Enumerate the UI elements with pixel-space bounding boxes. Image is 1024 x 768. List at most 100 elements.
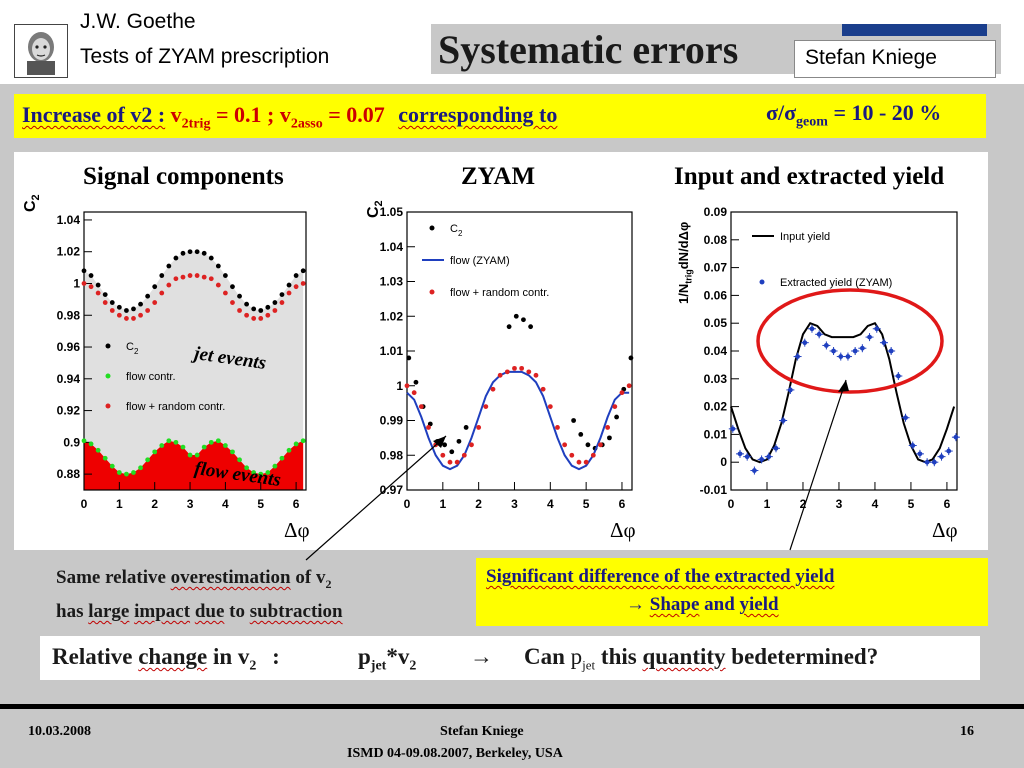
yield-arrow [789,379,847,551]
data-point [215,282,221,288]
data-point [585,442,591,448]
data-point [194,452,200,458]
data-point [931,459,937,465]
data-point [258,316,264,321]
slide-title: Systematic errors [438,27,739,72]
data-point [802,340,808,346]
x-tick-label: 0 [404,497,411,511]
author-box: Stefan Kniege [794,40,996,78]
y-tick-label: 0.96 [57,340,81,354]
signal-ylabel: C2 [22,194,43,212]
data-point [512,365,517,371]
yield-difference-note: Significant difference of the extracted … [476,558,988,626]
data-point [180,274,186,280]
data-point [463,425,469,430]
legend-marker [759,279,765,285]
legend-marker [429,289,435,295]
y-tick-label: 0.03 [704,372,728,386]
overestimation-arrowhead [433,436,446,448]
data-point [102,455,108,461]
data-point [124,308,129,313]
y-tick-label: 0.05 [704,316,728,330]
data-point [81,438,87,444]
legend-marker [105,373,111,379]
plot-signal-components: 0 1 2 3 4 5 60.880.90.920.940.960.9811.021.04C… [57,211,307,511]
v2trig-value: = 0.1 ; [215,102,275,127]
data-point [406,355,412,361]
data-point [490,386,496,392]
data-point [780,418,786,423]
data-point [506,324,512,330]
y-tick-label: 1.04 [380,240,404,254]
data-point [418,404,424,409]
data-point [95,447,101,453]
data-point [166,263,172,269]
x-tick-label: 3 [836,497,843,511]
y-tick-label: 1.02 [380,309,404,323]
data-point [208,439,214,445]
data-point [737,451,743,457]
v2asso-value: = 0.07 [328,102,385,127]
data-point [201,444,207,450]
v2-banner: Increase of v2 : v2trig = 0.1 ; v2asso =… [14,94,986,138]
data-point [173,276,179,282]
data-point [159,443,165,448]
y-tick-label: 0 [720,455,727,469]
data-point [413,379,419,385]
y-tick-label: 0.04 [704,344,728,358]
talk-title: Tests of ZYAM prescription [80,45,330,68]
y-tick-label: 0.97 [380,483,404,497]
data-point [953,434,959,440]
legend-label: flow contr. [126,371,176,383]
data-point [265,304,271,310]
x-tick-label: 1 [764,497,771,511]
x-tick-label: 4 [547,497,554,511]
data-point [116,312,122,318]
data-point [795,354,800,359]
data-point [859,345,865,351]
data-point [88,441,94,447]
data-point [730,426,736,432]
data-point [293,284,299,290]
y-tick-label: 1.01 [380,344,404,358]
data-point [102,292,108,298]
x-tick-label: 4 [222,497,229,511]
data-point [145,457,151,463]
data-point [201,274,207,280]
plot-zyam: 0 1 2 3 4 5 6 0.97 0.98 0.99 1 1.01 1.02 1.03 1.04 1.05… [305,205,634,561]
data-point [173,439,179,445]
data-point [571,418,577,423]
data-point [540,386,546,392]
x-tick-label: 3 [511,497,518,511]
v2asso-label: v2asso [279,102,323,132]
x-tick-label: 0 [81,497,88,511]
data-point [152,449,158,455]
x-tick-label: 1 [439,497,446,511]
data-point [131,306,136,312]
plot-frame [83,211,307,491]
overestimation-note: Same relative overestimation of v2 has l… [56,567,343,622]
data-point [138,465,143,471]
data-point [895,373,901,379]
data-point [504,369,510,375]
data-point [547,404,553,409]
y-tick-label: 1 [396,379,403,393]
data-point [223,443,228,448]
data-point [244,301,250,307]
yield-ylabel: 1/NtrigdN/dΔφ [676,221,694,304]
x-tick-label: 2 [800,497,807,511]
y-tick-label: 1.04 [57,213,81,227]
overestimation-arrow [305,435,447,561]
y-tick-label: 1.05 [380,205,404,219]
data-point [411,390,417,396]
data-point [447,459,453,465]
data-point [244,312,250,318]
data-point [888,348,894,354]
data-point [469,442,474,448]
data-point [272,308,278,313]
data-point [533,372,539,378]
data-point [95,290,101,296]
data-point [626,383,632,389]
data-point [831,348,836,354]
data-point [173,255,179,261]
